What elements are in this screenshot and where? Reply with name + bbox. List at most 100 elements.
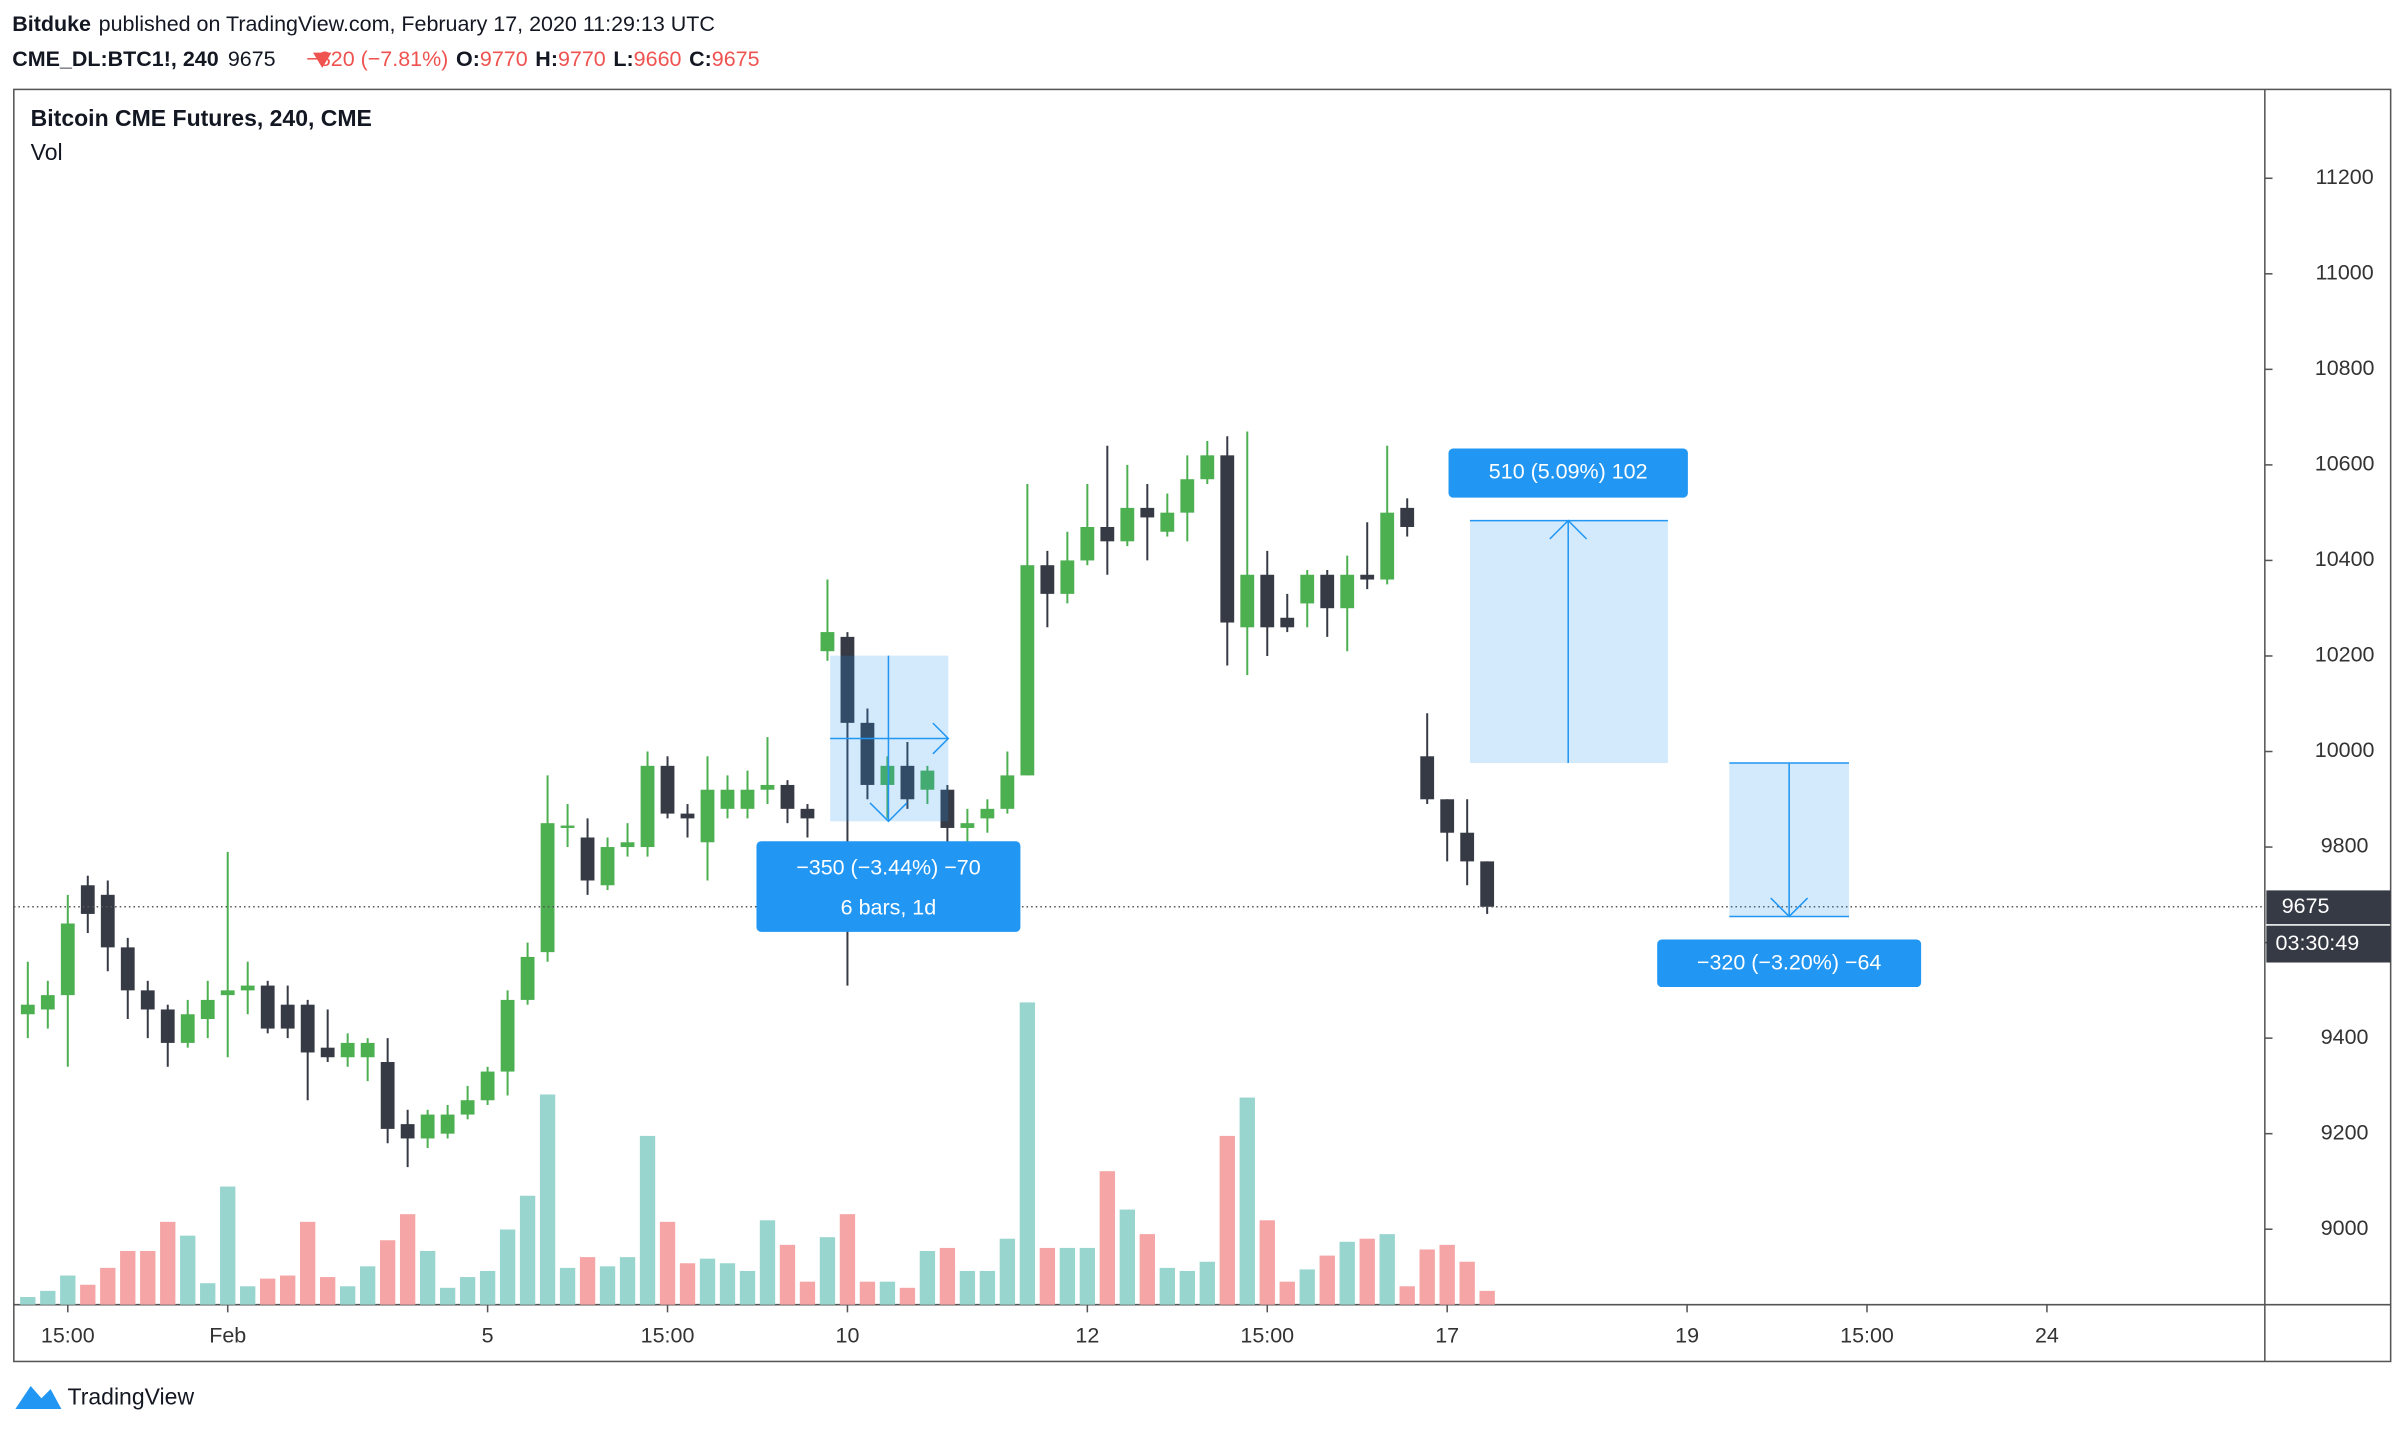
volume-bar (399, 1214, 416, 1305)
x-tick-label: 15:00 (41, 1324, 95, 1348)
y-tick-label: 9000 (2321, 1216, 2369, 1240)
candle-body (780, 784, 795, 809)
candle-body (620, 842, 635, 848)
y-tick-label: 10800 (2315, 356, 2375, 380)
volume-label: Vol (31, 139, 63, 165)
ohlc-label: O: (456, 47, 480, 71)
volume-bar (699, 1258, 716, 1305)
candle-body (1340, 574, 1355, 609)
candle-body (20, 1004, 35, 1015)
volume-bar (80, 1284, 96, 1305)
arrow-head (932, 722, 950, 755)
candle-body (460, 1100, 475, 1115)
volume-bar (799, 1281, 816, 1305)
candle-body (120, 947, 135, 991)
volume-bar (1219, 1135, 1235, 1305)
annotation: 6 bars, 1d (841, 895, 936, 919)
volume-bar (819, 1237, 836, 1305)
volume-bar (439, 1287, 456, 1305)
y-tick-label: 11200 (2316, 165, 2374, 189)
volume-bar (379, 1240, 396, 1305)
volume-bar (539, 1094, 556, 1305)
candle-body (420, 1114, 435, 1139)
volume-bar (859, 1281, 876, 1305)
x-tick-label: 15:00 (1840, 1324, 1894, 1348)
x-tick-label: 15:00 (641, 1324, 695, 1348)
volume-bar (519, 1195, 536, 1305)
volume-bar (1079, 1247, 1096, 1305)
annotation: −350 (−3.44%) −70 (796, 856, 980, 880)
candle-body (380, 1062, 395, 1129)
ohlc-value: 9770 (558, 47, 606, 71)
countdown: 03:30:49 (2276, 931, 2360, 955)
chart-frame (13, 88, 2392, 1363)
volume-bar (1239, 1097, 1255, 1305)
candle-body (960, 823, 975, 828)
candle-body (60, 923, 75, 996)
volume-bar (1259, 1220, 1275, 1305)
candle-body (1260, 574, 1275, 628)
volume-bar (40, 1290, 56, 1305)
candle-body (1420, 756, 1435, 800)
candle-body (1320, 574, 1335, 609)
volume-bar (1339, 1241, 1355, 1305)
ohlc-value: 9675 (712, 47, 760, 71)
candle-body (980, 808, 995, 819)
x-tick-label: 10 (836, 1324, 860, 1348)
volume-bar (260, 1278, 276, 1305)
candle-body (1280, 617, 1295, 628)
candle-body (40, 995, 55, 1010)
volume-bar (739, 1270, 756, 1305)
candle-body (700, 789, 715, 843)
volume-bar (1139, 1234, 1155, 1305)
chart-title: Bitcoin CME Futures, 240, CME (31, 105, 372, 131)
candle-body (580, 837, 595, 881)
candle-body (880, 765, 895, 785)
y-tick-label: 9200 (2321, 1120, 2369, 1144)
volume-bar (220, 1186, 236, 1305)
annotation: 510 (5.09%) 102 (1489, 460, 1648, 484)
volume-bar (20, 1297, 36, 1305)
volume-bar (999, 1238, 1016, 1305)
candle-body (740, 789, 755, 809)
annotation-box (756, 841, 1021, 932)
candle-body (260, 985, 275, 1029)
volume-bar (1119, 1209, 1135, 1305)
candle-body (600, 847, 615, 886)
candle-body (900, 765, 915, 800)
candle-body (1000, 775, 1015, 809)
price-tag (2266, 890, 2391, 925)
candle-body (640, 765, 655, 848)
quote-line: CME_DL:BTC1!, 240 9675 −820 (−7.81%) O:9770… (12, 47, 759, 71)
volume-bar (1379, 1234, 1395, 1305)
publish-info: published on TradingView.com, February 1… (99, 12, 715, 36)
x-tick-label: 15:00 (1240, 1324, 1294, 1348)
candle-body (760, 784, 775, 790)
x-tick-label: 24 (2035, 1324, 2059, 1348)
volume-bar (1439, 1244, 1455, 1305)
volume-bar (779, 1244, 796, 1305)
volume-bar (559, 1267, 576, 1305)
candle-body (1240, 574, 1255, 628)
candle-body (920, 770, 935, 790)
candle-body (220, 990, 235, 996)
symbol: CME_DL:BTC1!, 240 (12, 47, 218, 71)
candle-body (1380, 512, 1395, 580)
candle-body (160, 1009, 175, 1043)
volume-bar (280, 1275, 296, 1305)
volume-bar (619, 1257, 636, 1305)
candle-body (1480, 861, 1495, 907)
candle-body (1140, 507, 1155, 518)
volume-bar (899, 1287, 916, 1305)
x-tick-label: 17 (1435, 1324, 1459, 1348)
candle-body (1360, 574, 1375, 580)
candle-body (280, 1004, 295, 1029)
y-tick-label: 10600 (2315, 452, 2375, 476)
candle-body (180, 1014, 195, 1043)
volume-bar (100, 1267, 116, 1305)
candle-body (1120, 507, 1135, 542)
annotation-box (1657, 939, 1922, 988)
candle-body (1020, 565, 1035, 776)
candle-body (80, 885, 95, 914)
